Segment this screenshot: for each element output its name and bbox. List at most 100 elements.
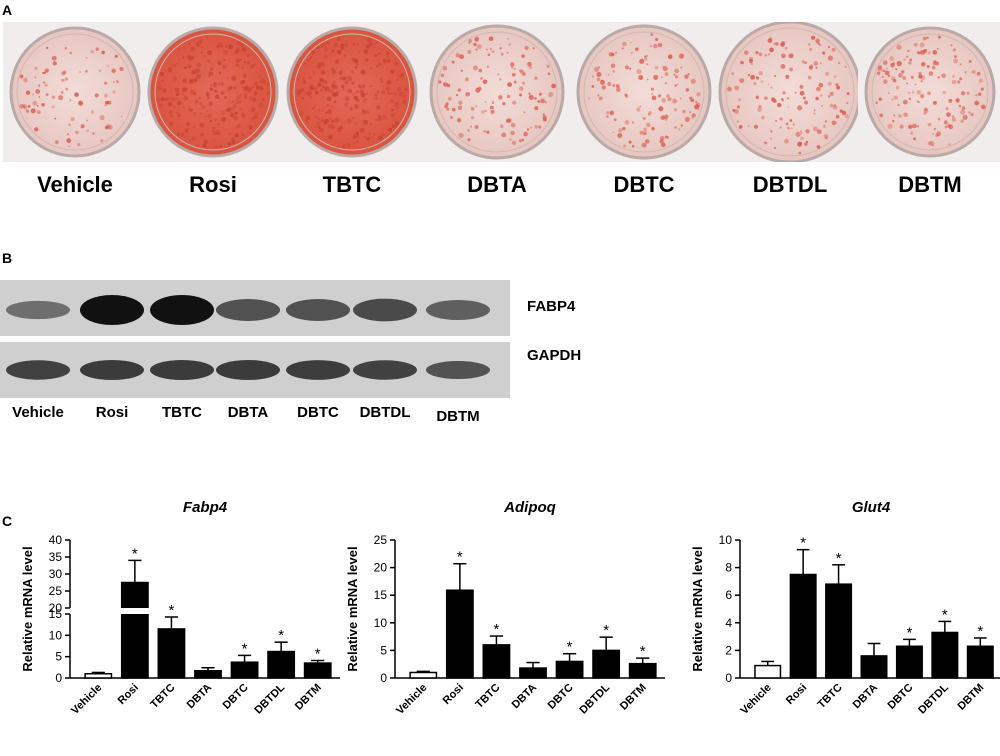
bar-chart-glut4: 0 2 4 6 8 10 Glut4 Relative mRNA level Vehicle * R…	[690, 499, 1000, 717]
y-axis-label: Relative mRNA level	[20, 546, 35, 671]
western-blot	[0, 280, 510, 398]
blot-band-fabp4	[216, 299, 280, 321]
x-tick-label: Vehicle	[739, 682, 774, 717]
bar	[482, 644, 511, 679]
blot-band-fabp4	[426, 299, 490, 321]
y-tick-label: 0	[55, 671, 62, 685]
x-tick-label: TBTC	[815, 682, 844, 711]
culture-dish	[141, 22, 285, 162]
y-tick-label: 0	[725, 671, 732, 685]
x-tick-label: TBTC	[473, 682, 502, 711]
x-tick-label: DBTM	[618, 682, 649, 713]
dish-label: DBTM	[898, 172, 962, 197]
bar	[267, 650, 296, 679]
x-tick-label: DBTA	[851, 682, 881, 712]
bar-charts: 20 25 30 35 40 0 5 10 15 Fabp4 Relative mRNA level…	[20, 499, 1000, 717]
y-tick-label: 20	[374, 561, 388, 575]
dish-label: DBTC	[613, 172, 675, 197]
chart-title: Adipoq	[503, 499, 556, 516]
blot-band-fabp4	[353, 298, 417, 322]
significance-marker: *	[800, 535, 806, 552]
bar	[445, 589, 474, 679]
x-tick-label: DBTDL	[577, 681, 612, 716]
bar	[303, 662, 332, 679]
x-tick-label: DBTDL	[916, 681, 951, 716]
significance-marker: *	[567, 639, 573, 656]
y-tick-label: 40	[49, 533, 63, 547]
culture-dish-row	[3, 22, 1000, 162]
blot-band-fabp4	[6, 300, 70, 320]
y-tick-label: 15	[374, 588, 388, 602]
dish-label: DBTA	[467, 172, 527, 197]
significance-marker: *	[836, 550, 842, 567]
bar	[825, 583, 853, 679]
bar	[555, 660, 584, 679]
x-tick-label: Rosi	[116, 682, 141, 707]
culture-dish	[858, 22, 1000, 162]
x-tick-label: DBTA	[510, 682, 540, 712]
blot-band-gapdh	[426, 361, 490, 379]
dish-label: DBTDL	[752, 172, 828, 197]
bar-chart-fabp4: 20 25 30 35 40 0 5 10 15 Fabp4 Relative mRNA level…	[20, 499, 340, 717]
blot-band-gapdh	[286, 360, 350, 380]
protein-label-fabp4: FABP4	[527, 298, 576, 315]
dish-label: Vehicle	[37, 172, 113, 197]
x-tick-label: Vehicle	[394, 682, 429, 717]
bar	[84, 672, 113, 679]
bar	[409, 671, 438, 679]
bar	[519, 667, 547, 679]
blot-lane-label: TBTC	[162, 404, 202, 421]
blot-lane-label: DBTA	[227, 404, 269, 421]
y-tick-label: 10	[719, 533, 733, 547]
y-tick-label: 5	[55, 650, 62, 664]
y-tick-label: 5	[380, 643, 387, 657]
significance-marker: *	[494, 621, 500, 638]
y-tick-label: 6	[725, 588, 732, 602]
significance-marker: *	[907, 624, 913, 641]
x-tick-label: Rosi	[784, 682, 809, 707]
y-tick-label: 10	[374, 616, 388, 630]
x-tick-label: DBTC	[221, 682, 251, 712]
blot-lane-label: DBTDL	[359, 404, 411, 421]
y-tick-label: 25	[49, 584, 63, 598]
significance-marker: *	[457, 549, 463, 566]
significance-marker: *	[603, 622, 609, 639]
culture-dish	[570, 22, 718, 162]
x-tick-label: DBTM	[955, 682, 986, 713]
blot-band-fabp4	[150, 295, 214, 325]
bar	[120, 581, 149, 679]
bar	[628, 662, 657, 679]
blot-band-gapdh	[80, 360, 144, 380]
axis-break-gap	[120, 608, 150, 614]
bar	[860, 655, 888, 679]
y-tick-label: 25	[374, 533, 388, 547]
culture-dish	[280, 22, 424, 162]
x-tick-label: TBTC	[148, 682, 177, 711]
blot-lane-label: DBTM	[436, 408, 480, 425]
y-tick-label: 35	[49, 550, 63, 564]
culture-dish	[3, 22, 147, 162]
significance-marker: *	[132, 545, 138, 562]
significance-marker: *	[315, 646, 321, 663]
bar	[230, 661, 259, 679]
panel-a-letter: A	[2, 2, 13, 18]
significance-marker: *	[640, 643, 646, 660]
chart-title: Fabp4	[183, 499, 228, 516]
blot-band-gapdh	[150, 360, 214, 380]
culture-dish	[423, 22, 571, 162]
panel-b-letter: B	[2, 250, 13, 266]
y-tick-label: 20	[49, 601, 63, 615]
protein-label-gapdh: GAPDH	[527, 347, 582, 364]
bar	[157, 628, 186, 679]
y-tick-label: 0	[380, 671, 387, 685]
blot-band-fabp4	[286, 299, 350, 321]
y-tick-label: 30	[49, 567, 63, 581]
x-tick-label: Rosi	[441, 682, 466, 707]
y-axis-label: Relative mRNA level	[690, 546, 705, 671]
dish-label: TBTC	[322, 172, 382, 197]
blot-band-gapdh	[353, 360, 417, 380]
blot-band-gapdh	[216, 360, 280, 380]
y-tick-label: 10	[49, 628, 63, 642]
significance-marker: *	[169, 602, 175, 619]
blot-band-fabp4	[80, 295, 144, 325]
